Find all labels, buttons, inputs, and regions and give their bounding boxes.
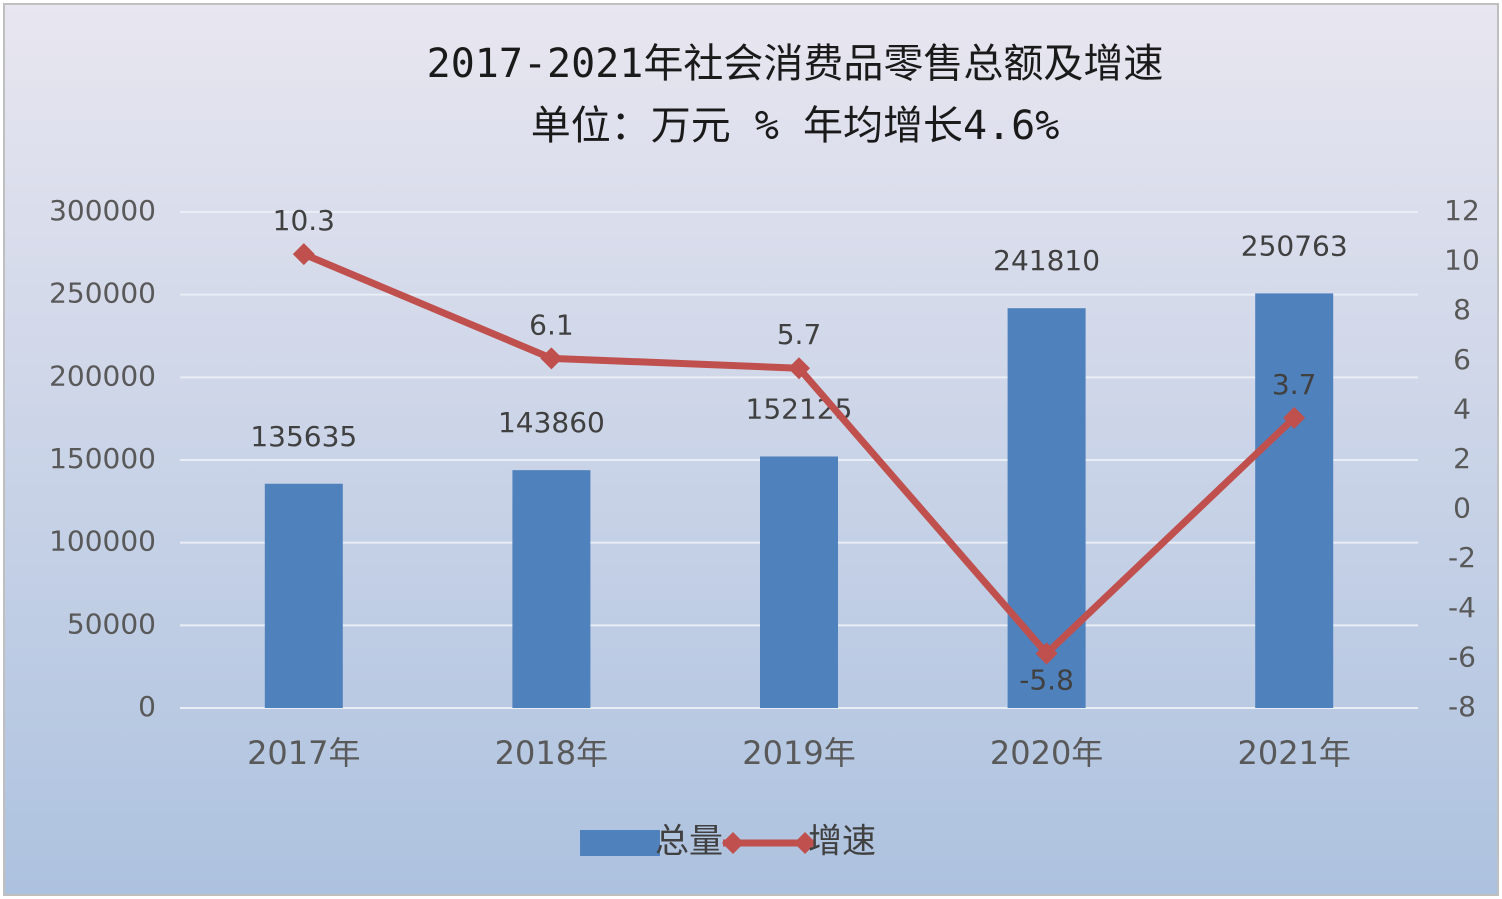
y-tick-label: 250000 [49, 277, 156, 310]
bar [512, 470, 591, 708]
bar [1255, 293, 1334, 708]
legend-label: 增速 [808, 822, 876, 862]
data-label: 143860 [498, 406, 605, 439]
chart-title: 2017-2021年社会消费品零售总额及增速 [427, 41, 1164, 87]
data-label: 3.7 [1272, 368, 1317, 401]
x-tick-label: 2021年 [1237, 734, 1350, 772]
legend-swatch [580, 830, 660, 856]
x-tick-label: 2020年 [990, 734, 1103, 772]
y-tick-label: 100000 [49, 525, 156, 558]
y-tick-label: 50000 [67, 607, 156, 640]
y-tick-label: 300000 [49, 194, 156, 227]
x-tick-label: 2018年 [495, 734, 608, 772]
x-tick-label: 2017年 [247, 734, 360, 772]
y2-tick-label: 6 [1453, 343, 1471, 376]
x-tick-label: 2019年 [742, 734, 855, 772]
y-tick-label: 150000 [49, 442, 156, 475]
y2-tick-label: 10 [1444, 244, 1480, 277]
y-tick-label: 0 [138, 690, 156, 723]
y2-tick-label: -8 [1448, 690, 1476, 723]
line-marker [1035, 642, 1058, 665]
y2-tick-label: -2 [1448, 541, 1476, 574]
legend-label: 总量 [655, 822, 723, 862]
legend-marker [722, 832, 744, 854]
y2-tick-label: 12 [1444, 194, 1480, 227]
y2-tick-label: -6 [1448, 640, 1476, 673]
y2-tick-label: 0 [1453, 492, 1471, 525]
data-label: 10.3 [273, 204, 335, 237]
data-label: 6.1 [529, 308, 574, 341]
line-marker [540, 347, 563, 370]
chart-subtitle: 单位：万元 % 年均增长4.6% [531, 103, 1060, 149]
y2-tick-label: 2 [1453, 442, 1471, 475]
bar [1007, 308, 1086, 708]
data-label: 5.7 [777, 318, 822, 351]
legend-marker [794, 832, 816, 854]
chart-background [3, 3, 1499, 896]
y-tick-label: 200000 [49, 359, 156, 392]
line-marker [788, 357, 810, 380]
data-label: 135635 [250, 420, 357, 453]
y2-tick-label: -4 [1448, 591, 1476, 624]
line-marker [292, 243, 315, 266]
line-marker [1283, 406, 1306, 429]
data-label: 250763 [1241, 229, 1348, 262]
bar [760, 456, 838, 708]
data-label: -5.8 [1019, 663, 1074, 696]
y2-tick-label: 8 [1453, 293, 1471, 326]
y2-tick-label: 4 [1453, 392, 1471, 425]
bar [264, 483, 343, 708]
data-label: 241810 [993, 244, 1100, 277]
